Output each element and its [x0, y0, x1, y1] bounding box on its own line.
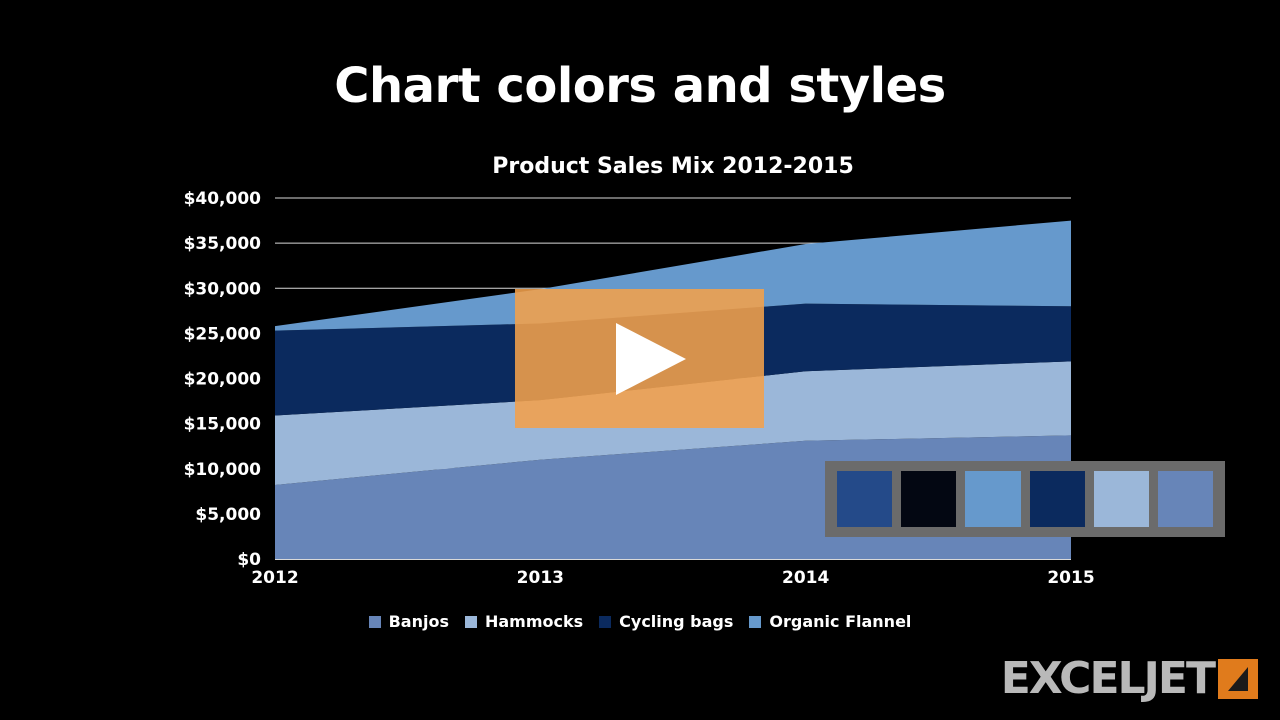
x-tick-label: 2015 — [1047, 568, 1094, 588]
area-series-organic-flannel — [275, 220, 1071, 331]
y-axis-tick-labels: $0 $5,000 $10,000 $15,000 $20,000 $25,000 $30,… — [184, 189, 262, 570]
y-tick-label: $35,000 — [184, 234, 262, 254]
x-tick-label: 2014 — [782, 568, 829, 588]
legend-label: Cycling bags — [619, 612, 734, 631]
exceljet-logo: EXCELJET — [1001, 656, 1258, 702]
y-tick-label: $5,000 — [195, 505, 261, 525]
legend-swatch — [749, 615, 762, 628]
y-tick-label: $30,000 — [184, 279, 262, 299]
color-palette — [825, 461, 1225, 537]
legend-swatch — [599, 615, 612, 628]
legend-label: Hammocks — [484, 612, 584, 631]
play-button[interactable] — [515, 289, 764, 428]
x-axis-tick-labels: 2012 2013 2014 2015 — [251, 568, 1094, 588]
y-tick-label: $20,000 — [184, 370, 262, 390]
legend-item: Cycling bags — [599, 612, 733, 631]
legend-swatch — [368, 615, 381, 628]
legend-label: Banjos — [388, 612, 449, 631]
y-tick-label: $40,000 — [184, 189, 262, 209]
y-tick-label: $10,000 — [184, 460, 262, 480]
legend-label: Organic Flannel — [769, 612, 912, 631]
slide-title: Chart colors and styles — [334, 58, 946, 114]
logo-mark-icon — [1218, 659, 1258, 699]
palette-swatch — [1029, 471, 1085, 527]
play-icon — [616, 323, 686, 395]
x-tick-label: 2012 — [251, 568, 298, 588]
legend-item: Organic Flannel — [749, 612, 911, 631]
palette-swatch — [965, 471, 1021, 527]
y-tick-label: $0 — [237, 550, 261, 570]
chart-title: Product Sales Mix 2012-2015 — [492, 154, 854, 179]
legend-item: Banjos — [368, 612, 449, 631]
palette-swatch — [901, 471, 957, 527]
chart-legend: Banjos Hammocks Cycling bags Organic Flanne… — [0, 612, 1280, 631]
legend-swatch — [464, 615, 477, 628]
y-tick-label: $25,000 — [184, 324, 262, 344]
palette-swatch — [1157, 471, 1214, 527]
x-tick-label: 2013 — [517, 568, 564, 588]
y-tick-label: $15,000 — [184, 415, 262, 435]
palette-swatch — [1093, 471, 1149, 527]
legend-item: Hammocks — [464, 612, 584, 631]
logo-text: EXCELJET — [1000, 653, 1216, 704]
palette-swatch — [837, 471, 893, 527]
